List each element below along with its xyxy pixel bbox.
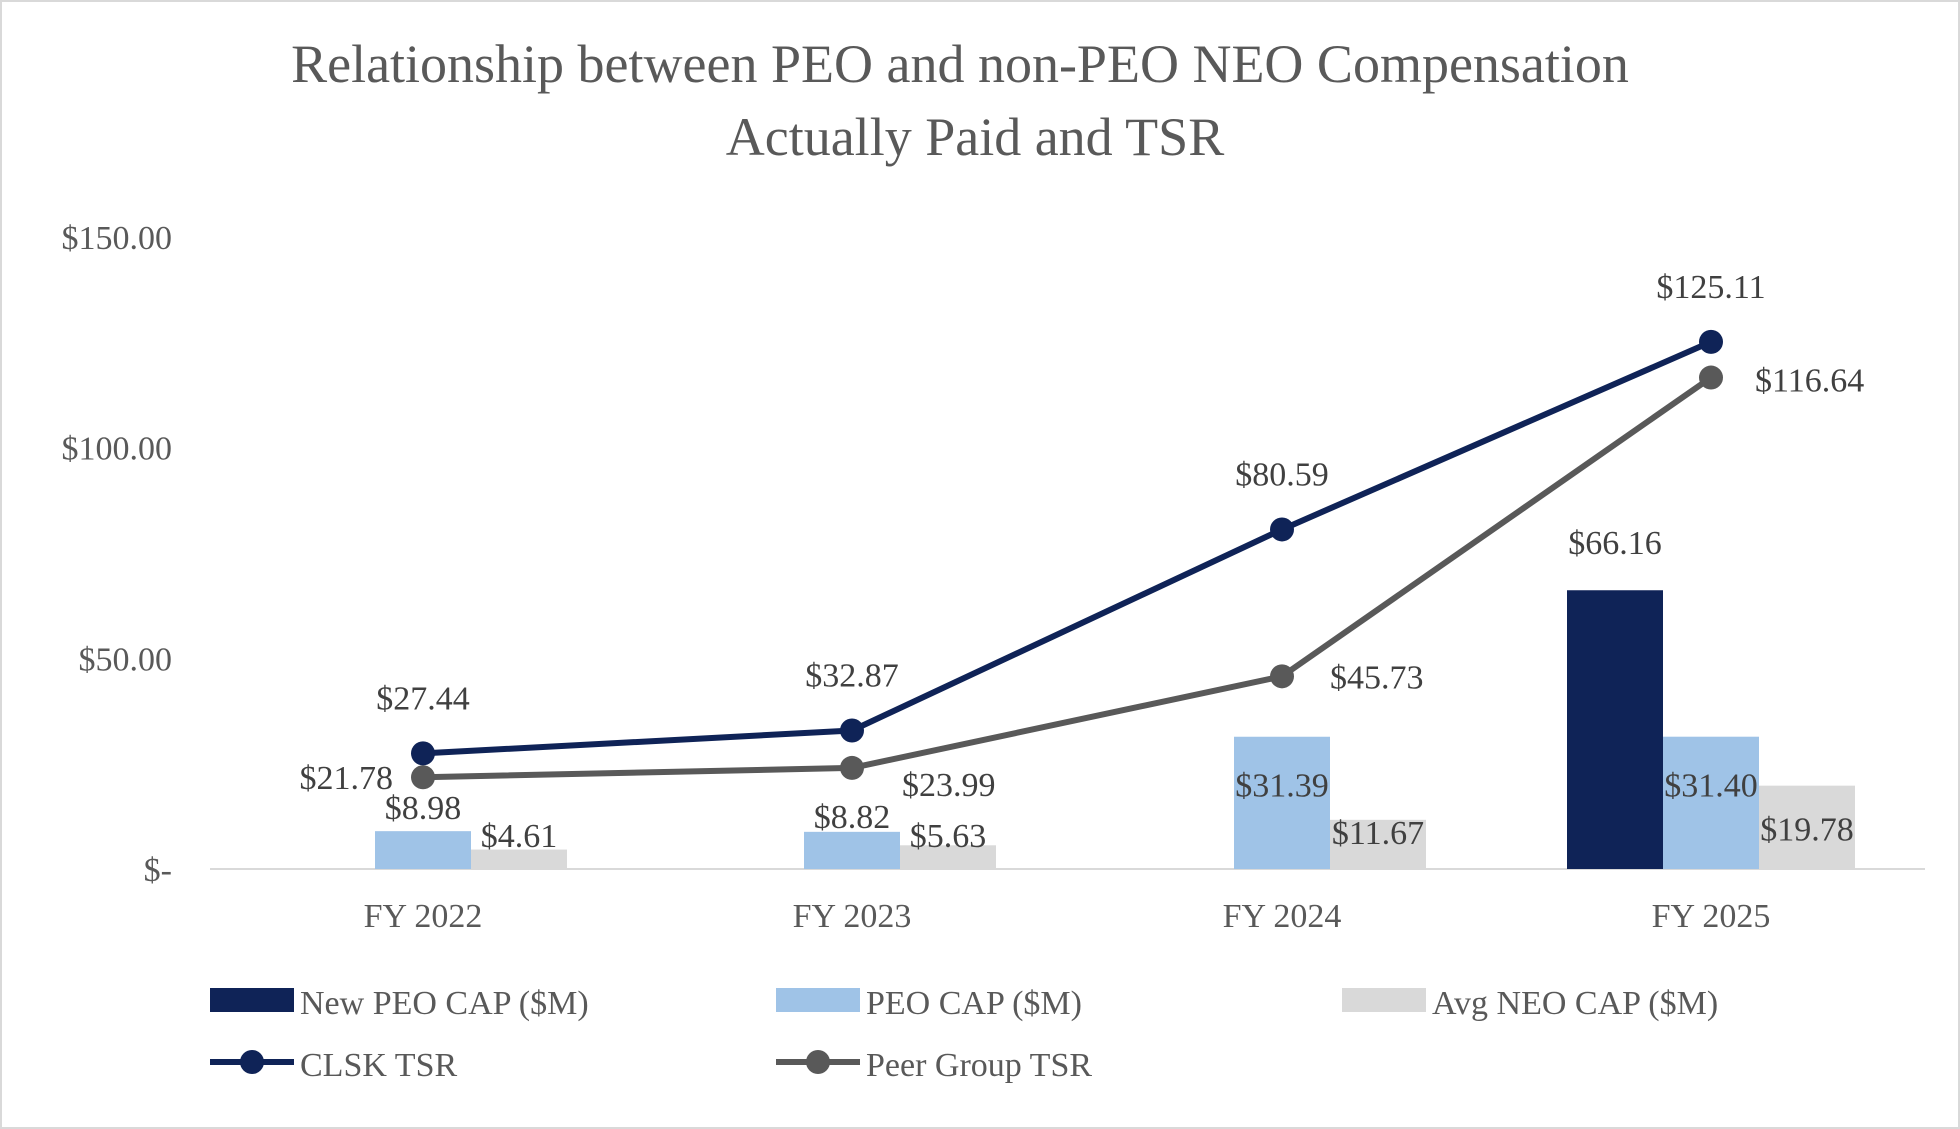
data-label: $116.64 xyxy=(1755,363,1864,400)
y-axis: $150.00 $100.00 $50.00 $- xyxy=(62,220,173,889)
series-point xyxy=(1699,329,1723,354)
y-tick-label: $- xyxy=(144,852,172,889)
data-label: $80.59 xyxy=(1235,456,1329,493)
series-point xyxy=(1699,365,1723,390)
bar xyxy=(900,845,996,869)
series-point xyxy=(840,755,864,780)
bar xyxy=(1663,736,1759,869)
x-tick-label: FY 2023 xyxy=(793,898,912,935)
x-tick-label: FY 2025 xyxy=(1652,898,1771,935)
data-label: $31.40 xyxy=(1664,768,1758,805)
series-point xyxy=(411,765,435,790)
series-line xyxy=(422,339,1713,757)
chart-title: Relationship between PEO and non-PEO NEO… xyxy=(291,34,1629,94)
bar xyxy=(375,831,471,869)
data-label: $11.67 xyxy=(1332,815,1424,852)
series-point xyxy=(840,718,864,743)
chart-title-line2: Actually Paid and TSR xyxy=(726,107,1224,167)
data-label: $19.78 xyxy=(1760,812,1854,849)
data-label: $23.99 xyxy=(902,767,996,804)
y-tick-label: $100.00 xyxy=(62,431,173,468)
bar xyxy=(1234,736,1330,869)
x-tick-label: FY 2022 xyxy=(364,898,483,935)
data-label: $5.63 xyxy=(910,818,987,855)
data-label: $45.73 xyxy=(1330,659,1424,696)
legend-swatch xyxy=(1342,988,1426,1012)
legend-label: New PEO CAP ($M) xyxy=(300,985,589,1022)
data-label: $21.78 xyxy=(300,760,394,797)
x-axis: FY 2022 FY 2023 FY 2024 FY 2025 xyxy=(364,898,1771,935)
series-line xyxy=(422,375,1713,781)
series-point xyxy=(1270,517,1294,542)
bar xyxy=(804,831,900,869)
y-tick-label: $150.00 xyxy=(62,220,173,257)
data-label: $32.87 xyxy=(805,658,899,695)
x-tick-label: FY 2024 xyxy=(1223,898,1342,935)
series-point xyxy=(1270,664,1294,689)
legend-label: Peer Group TSR xyxy=(866,1047,1092,1084)
legend-marker xyxy=(240,1050,264,1074)
data-label: $8.82 xyxy=(814,799,891,836)
bar xyxy=(1567,590,1663,869)
data-label: $8.98 xyxy=(385,790,462,827)
legend-label: PEO CAP ($M) xyxy=(866,985,1082,1022)
legend-marker xyxy=(806,1050,830,1074)
legend-label: CLSK TSR xyxy=(300,1047,457,1084)
bar xyxy=(1759,785,1855,869)
legend: New PEO CAP ($M) PEO CAP ($M) Avg NEO CAP … xyxy=(210,985,1718,1084)
legend-label: Avg NEO CAP ($M) xyxy=(1432,985,1718,1022)
data-label: $27.44 xyxy=(376,680,470,717)
y-tick-label: $50.00 xyxy=(79,641,173,678)
legend-swatch xyxy=(210,988,294,1012)
data-label: $31.39 xyxy=(1235,768,1329,805)
legend-swatch xyxy=(776,988,860,1012)
series-point xyxy=(411,741,435,766)
bar xyxy=(471,849,567,869)
bars xyxy=(375,590,1855,869)
data-label: $125.11 xyxy=(1656,269,1765,306)
data-labels: $27.44 $32.87 $80.59 $125.11 $21.78 $23.99 $45… xyxy=(300,269,1865,855)
bar xyxy=(1330,819,1426,869)
lines xyxy=(411,329,1723,790)
data-label: $66.16 xyxy=(1568,525,1662,562)
data-label: $4.61 xyxy=(481,818,558,855)
